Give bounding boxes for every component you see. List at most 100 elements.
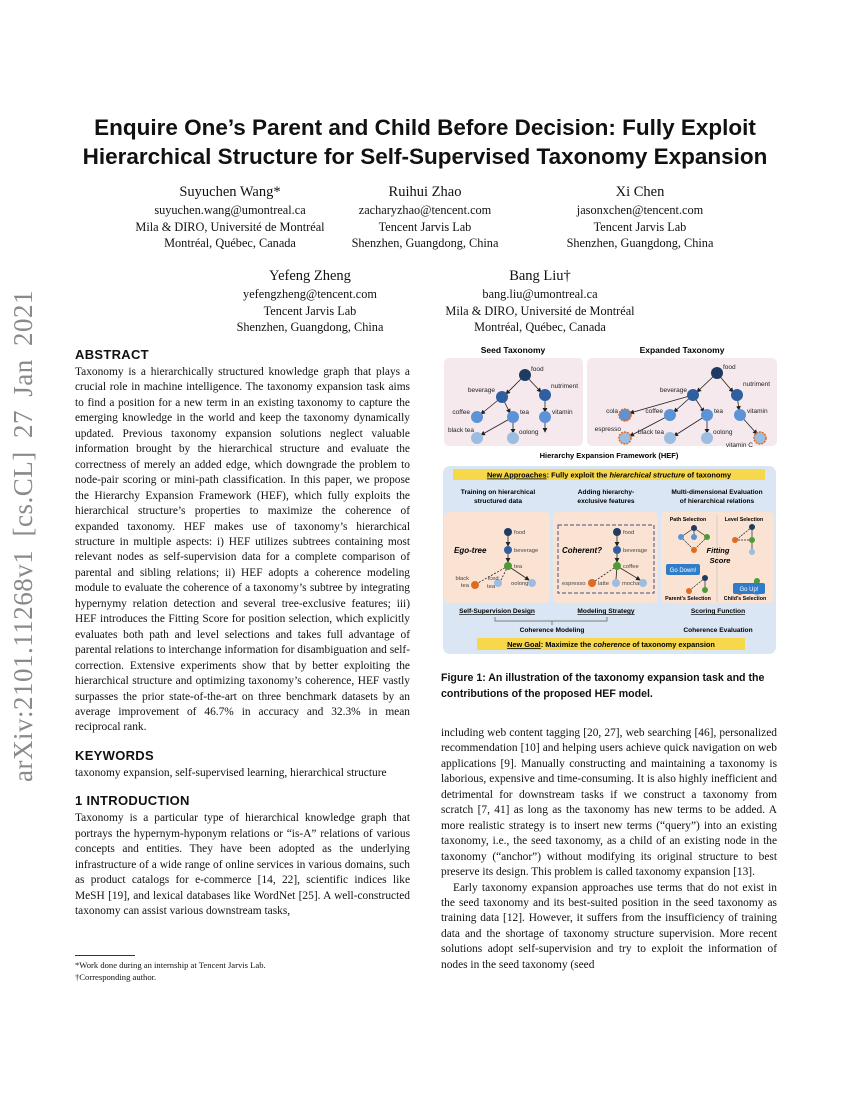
svg-text:Coherence Modeling: Coherence Modeling [520, 627, 585, 634]
title-line: Enquire One’s Parent and Child Before De… [94, 115, 756, 140]
modeling-panel [553, 512, 658, 603]
svg-text:black tea: black tea [638, 429, 664, 436]
svg-text:beverage: beverage [468, 387, 495, 394]
svg-text:coffee: coffee [452, 409, 470, 416]
author-email: suyuchen.wang@umontreal.ca [154, 203, 306, 217]
new-goal-banner [477, 638, 745, 650]
author-affiliation: Tencent Jarvis Lab [593, 219, 687, 234]
svg-text:Self-Supervision Design: Self-Supervision Design [459, 608, 535, 615]
svg-text:iced: iced [488, 576, 499, 582]
svg-text:food: food [531, 366, 544, 373]
seed-labels: food beverage nutriment coffee tea vitam… [448, 364, 770, 449]
svg-text:Scoring Function: Scoring Function [691, 608, 745, 615]
author-affiliation: Tencent Jarvis Lab [263, 303, 357, 318]
ego-tree-label: Ego-tree [454, 546, 487, 555]
author-location: Montréal, Québec, Canada [474, 320, 606, 334]
svg-text:structured data: structured data [474, 498, 522, 505]
svg-text:Adding hierarchy-: Adding hierarchy- [578, 489, 634, 496]
svg-text:nutriment: nutriment [743, 381, 770, 388]
arxiv-stamp: arXiv:2101.11268v1 [cs.CL] 27 Jan 2021 [8, 290, 38, 782]
svg-text:tea: tea [514, 564, 523, 570]
svg-text:Multi-dimensional Evaluation: Multi-dimensional Evaluation [671, 489, 762, 496]
svg-text:oolong: oolong [519, 429, 539, 436]
svg-text:cola: cola [606, 408, 618, 415]
intro-heading: 1 INTRODUCTION [75, 793, 190, 809]
body-paragraph: Early taxonomy expansion approaches use … [441, 881, 777, 971]
svg-text:Coherence Evaluation: Coherence Evaluation [683, 627, 752, 634]
right-column: including web content tagging [20, 27], … [441, 726, 777, 973]
author-block: Bang Liu† bang.liu@umontreal.ca Mila & D… [420, 267, 660, 336]
svg-text:latte: latte [598, 581, 609, 587]
author-block: Xi Chen jasonxchen@tencent.com Tencent J… [520, 183, 760, 252]
seed-taxonomy-title: Seed Taxonomy [481, 345, 546, 355]
go-down-text: Go Down! [670, 568, 697, 574]
ego-tree-panel [444, 512, 550, 603]
new-approaches-text: New Approaches: Fully exploit the hierar… [487, 471, 732, 480]
svg-text:tea: tea [487, 584, 496, 590]
author-email: jasonxchen@tencent.com [576, 203, 704, 217]
intro-paragraph: Taxonomy is a particular type of hierarc… [75, 812, 410, 918]
footnote: *Work done during an internship at Tence… [75, 960, 266, 970]
scoring-nodes [678, 524, 760, 596]
score-label: Score [710, 556, 731, 565]
svg-text:exclusive features: exclusive features [577, 498, 635, 505]
new-goal-text: New Goal: Maximize the coherence of taxo… [507, 640, 715, 649]
svg-text:vitamin: vitamin [747, 408, 768, 415]
footnote: †Corresponding author. [75, 972, 157, 982]
bracket [494, 617, 608, 625]
author-name: Yefeng Zheng [269, 268, 351, 284]
author-affiliation: Tencent Jarvis Lab [378, 219, 472, 234]
svg-text:tea: tea [520, 409, 529, 416]
coherence-labels: Coherence Modeling Coherence Evaluation [520, 627, 753, 634]
hef-title: Hierarchy Expansion Framework (HEF) [540, 451, 679, 460]
title-line: Hierarchical Structure for Self-Supervis… [82, 144, 768, 169]
abstract-text: Taxonomy is a hierarchically structured … [75, 366, 410, 734]
abstract-heading: ABSTRACT [75, 347, 149, 362]
author-affiliation: Mila & DIRO, Université de Montréal [445, 303, 635, 318]
author-block: Ruihui Zhao zacharyzhao@tencent.com Tenc… [305, 183, 545, 252]
author-name: Suyuchen Wang* [179, 184, 281, 200]
panel-nodes [471, 528, 647, 589]
body-paragraph: including web content tagging [20, 27], … [441, 727, 777, 879]
go-up-text: Go Up! [739, 587, 758, 593]
svg-text:food: food [514, 530, 525, 536]
footnotes: *Work done during an internship at Tence… [75, 955, 410, 983]
svg-text:espresso: espresso [562, 581, 586, 587]
svg-text:beverage: beverage [623, 548, 647, 554]
fitting-label: Fitting [707, 546, 730, 555]
author-block: Yefeng Zheng yefengzheng@tencent.com Ten… [190, 267, 430, 336]
svg-text:beverage: beverage [514, 548, 538, 554]
author-email: zacharyzhao@tencent.com [358, 203, 492, 217]
svg-text:Child’s Selection: Child’s Selection [724, 596, 766, 602]
go-down-bubble [666, 564, 700, 575]
author-affiliation: Mila & DIRO, Université de Montréal [135, 219, 325, 234]
coherent-label: Coherent? [562, 546, 602, 555]
keywords-text: taxonomy expansion, self-supervised lear… [75, 766, 387, 779]
figure-caption: Figure 1: An illustration of the taxonom… [441, 672, 765, 700]
svg-text:vitamin: vitamin [552, 409, 573, 416]
author-name: Xi Chen [615, 184, 665, 200]
svg-text:Parent’s Selection: Parent’s Selection [665, 596, 711, 602]
scoring-labels: Path Selection Level Selection Parent’s … [665, 517, 766, 602]
svg-text:oolong: oolong [713, 429, 733, 436]
svg-text:tea: tea [461, 583, 470, 589]
footnote-rule [75, 955, 135, 956]
svg-text:Level Selection: Level Selection [725, 517, 764, 523]
author-location: Shenzhen, Guangdong, China [566, 236, 714, 250]
svg-text:tea: tea [714, 408, 723, 415]
module-labels: Self-Supervision Design Modeling Strateg… [459, 608, 745, 615]
svg-text:vitamin C: vitamin C [726, 442, 753, 449]
figure-1: Seed Taxonomy Expanded Taxonomy food bev… [443, 345, 777, 654]
keywords-heading: KEYWORDS [75, 747, 154, 763]
svg-text:black tea: black tea [448, 427, 474, 434]
svg-text:nutriment: nutriment [551, 383, 578, 390]
scoring-panel [661, 512, 774, 603]
author-email: yefengzheng@tencent.com [243, 287, 377, 301]
svg-text:Training on hierarchical: Training on hierarchical [461, 489, 536, 496]
left-column: ABSTRACT Taxonomy is a hierarchically st… [75, 346, 410, 920]
svg-text:Modeling Strategy: Modeling Strategy [577, 608, 634, 615]
svg-text:of hierarchical relations: of hierarchical relations [680, 498, 755, 505]
author-email: bang.liu@umontreal.ca [482, 287, 598, 301]
